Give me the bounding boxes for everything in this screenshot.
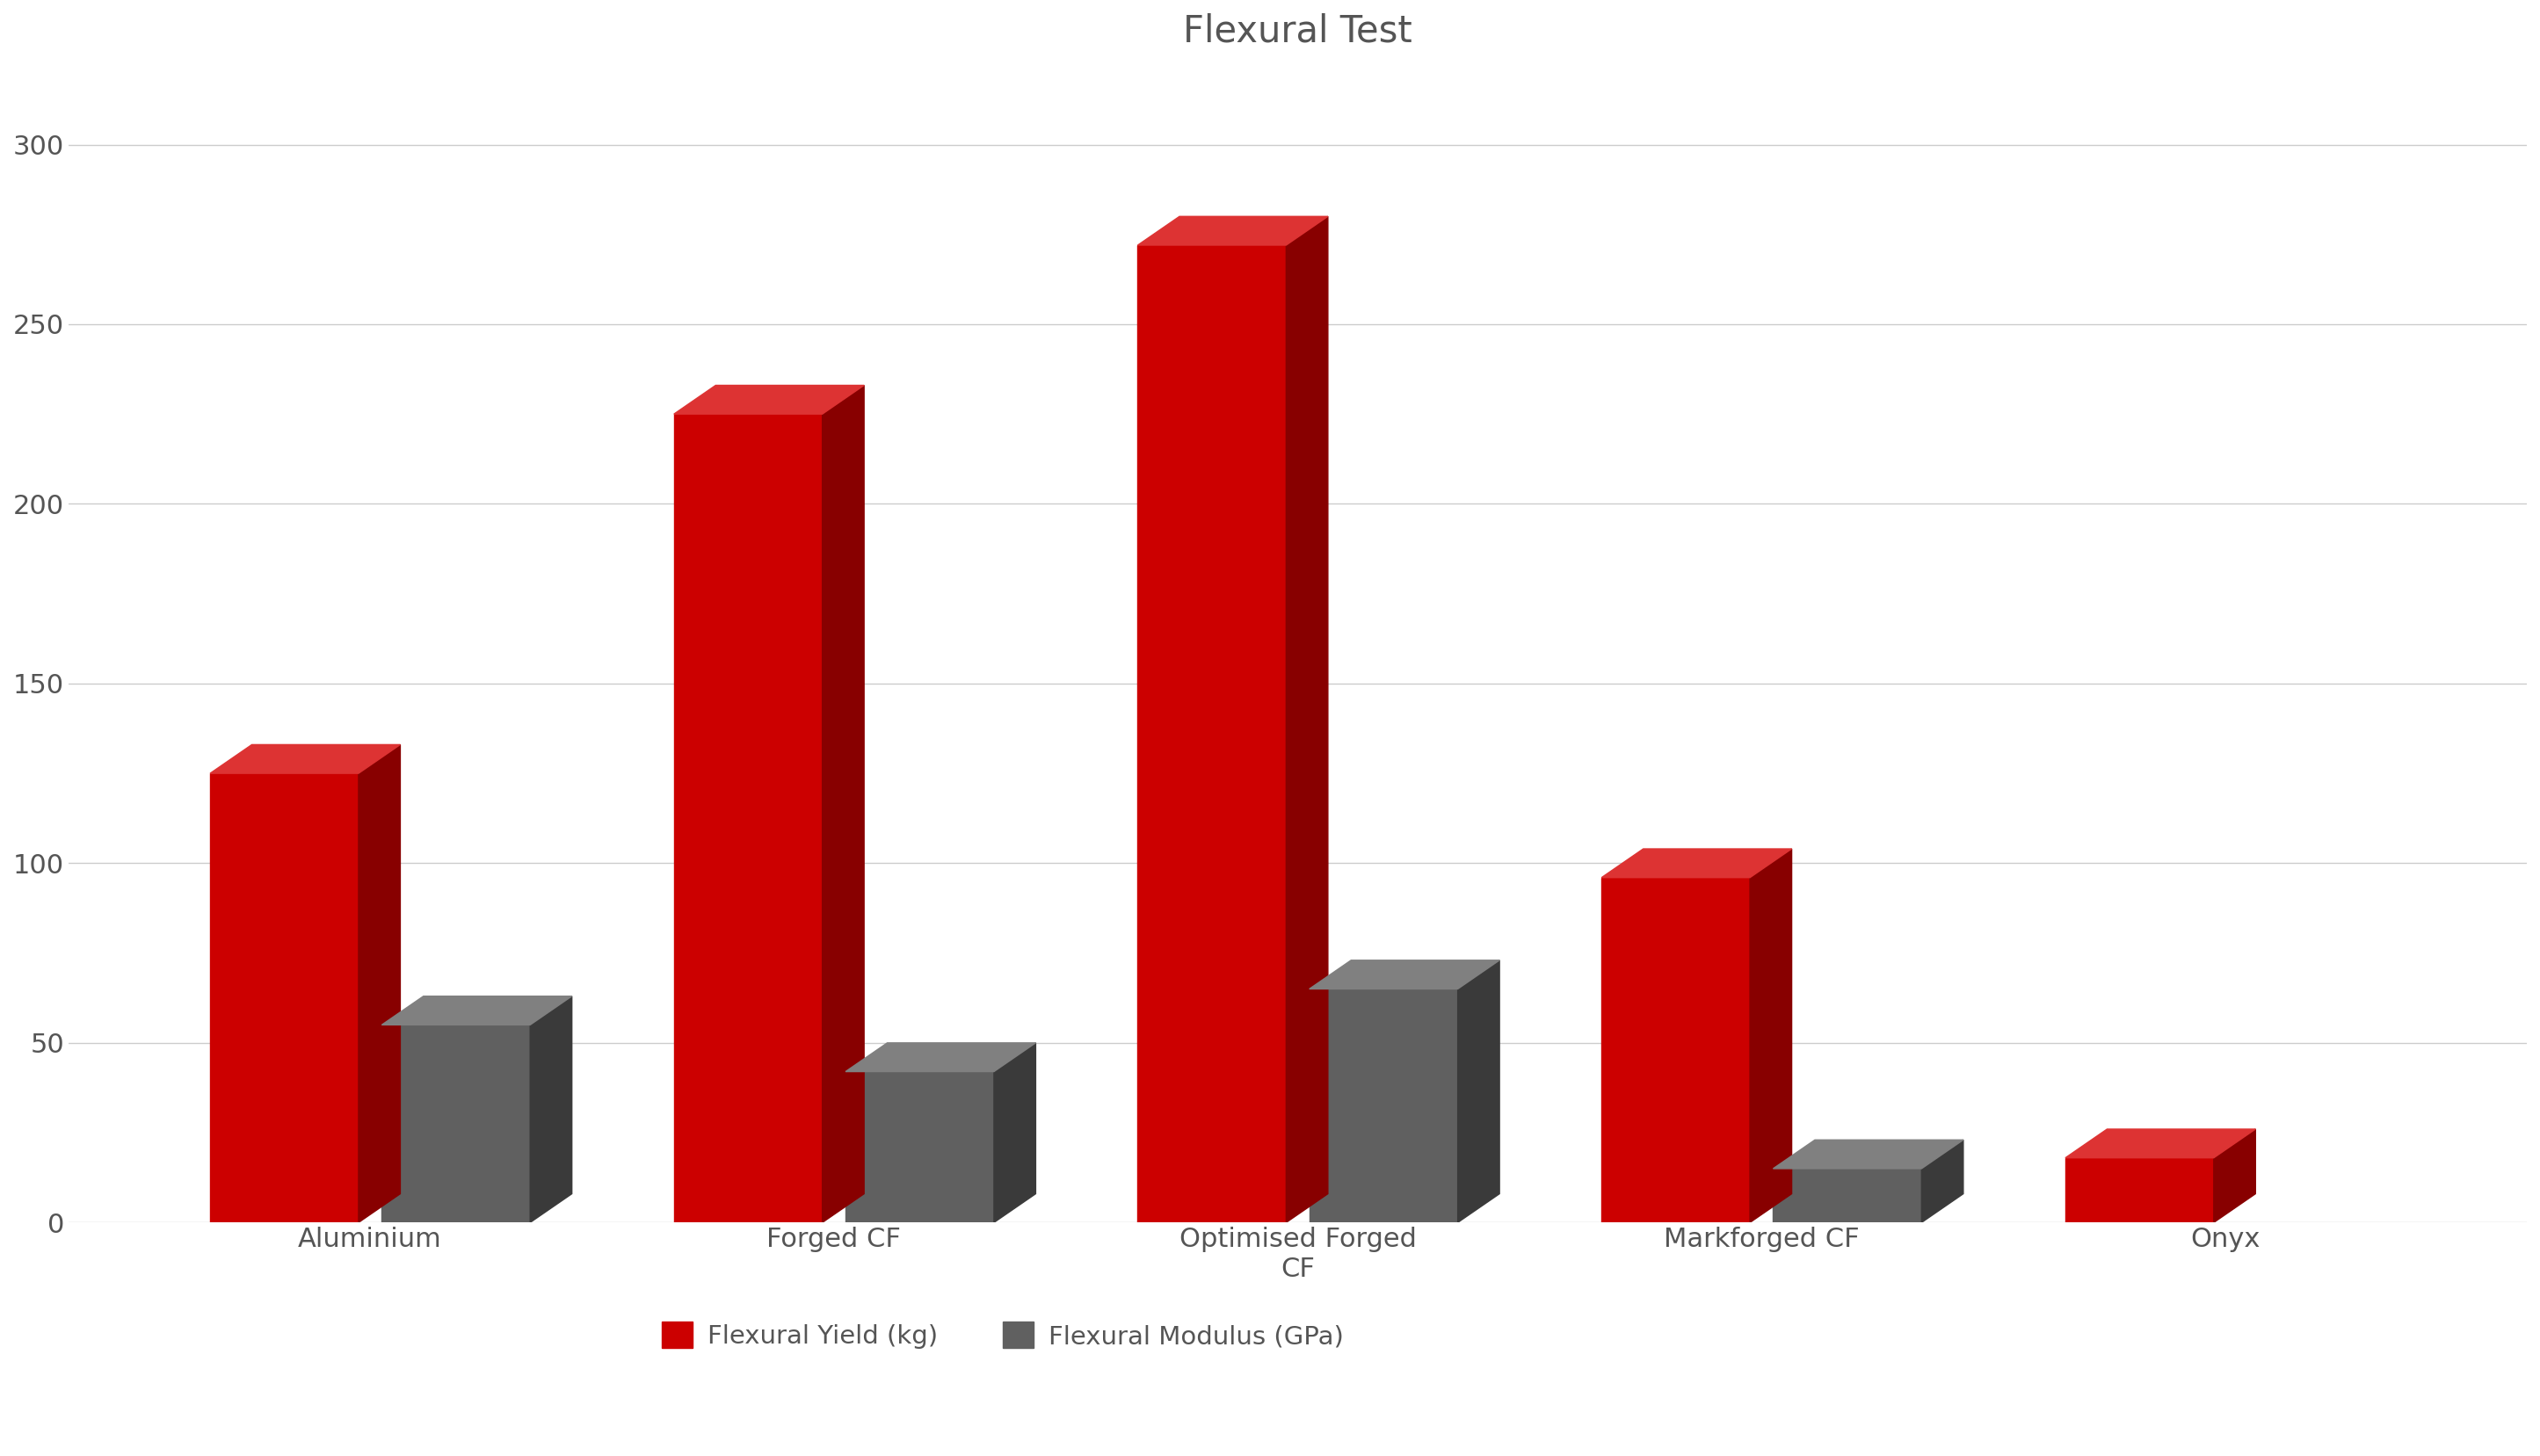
Polygon shape	[1603, 878, 1750, 1223]
Polygon shape	[531, 996, 572, 1223]
Polygon shape	[381, 1025, 531, 1223]
Polygon shape	[1750, 849, 1791, 1223]
Polygon shape	[673, 386, 864, 414]
Polygon shape	[1773, 1140, 1963, 1169]
Polygon shape	[211, 744, 401, 773]
Polygon shape	[2215, 1128, 2256, 1223]
Polygon shape	[1603, 849, 1791, 878]
Polygon shape	[2065, 1158, 2215, 1223]
Polygon shape	[1285, 217, 1328, 1223]
Legend: Flexural Yield (kg), Flexural Modulus (GPa): Flexural Yield (kg), Flexural Modulus (G…	[653, 1312, 1354, 1360]
Polygon shape	[358, 744, 401, 1223]
Polygon shape	[673, 414, 823, 1223]
Polygon shape	[1308, 989, 1458, 1223]
Title: Flexural Test: Flexural Test	[1184, 13, 1412, 50]
Polygon shape	[1308, 960, 1499, 989]
Polygon shape	[1458, 960, 1499, 1223]
Polygon shape	[846, 1072, 993, 1223]
Polygon shape	[823, 386, 864, 1223]
Polygon shape	[993, 1042, 1036, 1223]
Polygon shape	[2065, 1128, 2256, 1158]
Polygon shape	[1138, 245, 1285, 1223]
Polygon shape	[381, 996, 572, 1025]
Polygon shape	[1138, 217, 1328, 245]
Polygon shape	[1923, 1140, 1963, 1223]
Polygon shape	[1773, 1169, 1923, 1223]
Polygon shape	[211, 773, 358, 1223]
Polygon shape	[846, 1042, 1036, 1072]
